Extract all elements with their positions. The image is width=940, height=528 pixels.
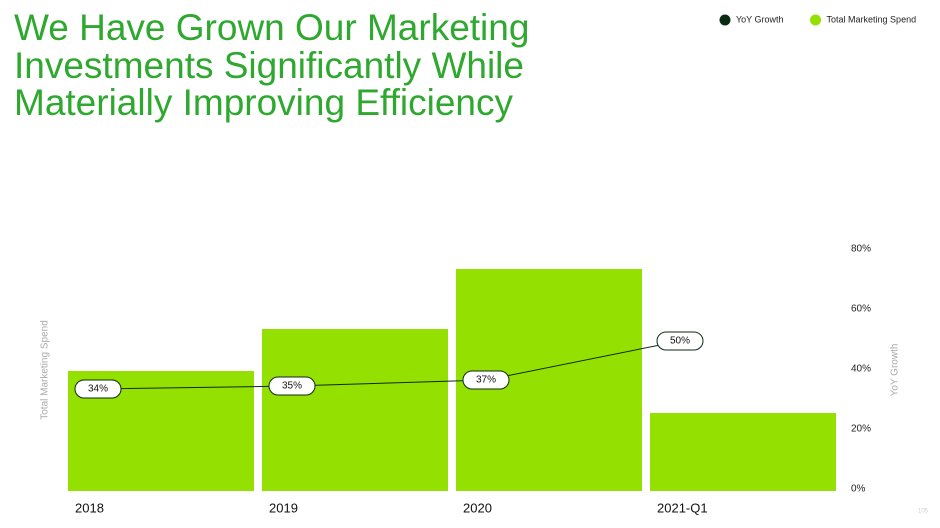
y2-tick-label: 60% [851,304,871,315]
legend-label: YoY Growth [736,14,784,24]
x-tick-label: 2021-Q1 [657,500,708,515]
legend-marker [719,14,731,26]
x-tick-label: 2018 [75,500,104,515]
bar [262,329,448,491]
data-label-box [656,331,704,351]
line [97,340,681,390]
y2-axis-title: YoY Growth [890,344,901,397]
data-label: 50% [670,336,690,347]
chart-title: Investments Significantly While [14,45,524,86]
data-label: 35% [282,381,302,392]
y2-tick-label: 80% [851,244,871,255]
y2-tick-label: 0% [851,484,866,495]
y-axis-title: Total Marketing Spend [40,320,51,420]
bar [650,413,836,491]
x-tick-label: 2020 [463,500,492,515]
x-tick-label: 2019 [269,500,298,515]
chart-title: Materially Improving Efficiency [14,82,513,123]
data-label: 34% [88,384,108,395]
legend-marker [810,14,822,26]
legend-label: Total Marketing Spend [827,14,917,24]
y2-tick-label: 20% [851,424,871,435]
chart-title: We Have Grown Our Marketing [14,7,529,48]
y2-tick-label: 40% [851,364,871,375]
data-label: 37% [476,375,496,386]
data-label-box [268,376,316,396]
page-number: 105 [918,509,929,515]
data-label-box [462,370,510,390]
data-label-box [74,379,122,399]
